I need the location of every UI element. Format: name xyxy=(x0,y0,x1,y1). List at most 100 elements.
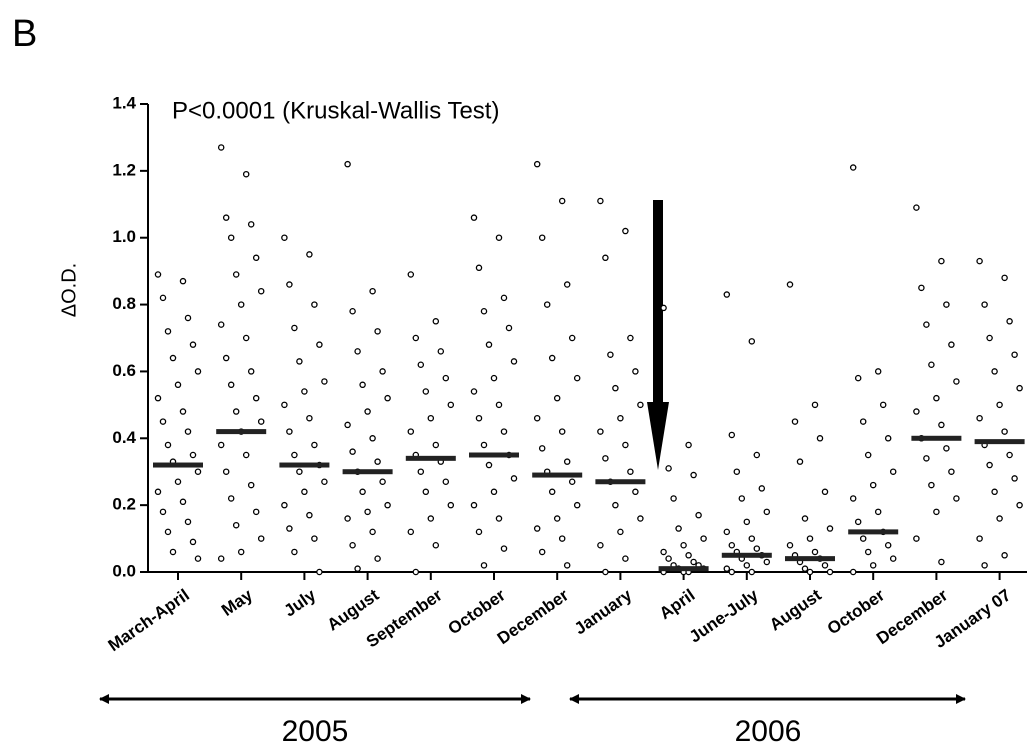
data-point xyxy=(286,525,293,532)
data-point xyxy=(369,528,376,536)
data-point xyxy=(627,334,634,342)
data-point xyxy=(753,545,761,552)
data-point xyxy=(622,555,629,562)
data-point xyxy=(558,428,566,435)
data-point xyxy=(316,568,323,576)
data-point xyxy=(475,264,483,272)
data-point xyxy=(665,555,672,562)
data-point xyxy=(889,468,897,475)
data-point xyxy=(728,542,736,549)
y-tick-label: 0.6 xyxy=(112,361,136,380)
data-point xyxy=(174,478,182,485)
data-point xyxy=(475,414,483,422)
data-point xyxy=(728,568,736,576)
data-point xyxy=(495,515,503,522)
y-tick-label: 1.4 xyxy=(112,93,136,112)
data-point xyxy=(1011,351,1018,358)
data-point xyxy=(733,468,741,475)
data-point xyxy=(869,481,877,489)
data-point xyxy=(806,568,814,576)
data-point xyxy=(538,548,546,556)
data-point xyxy=(748,568,756,576)
data-point xyxy=(442,374,450,382)
data-point xyxy=(359,488,366,496)
panel-label: B xyxy=(12,13,37,55)
data-point xyxy=(976,414,983,422)
data-point xyxy=(612,384,619,392)
median-line xyxy=(405,455,456,461)
data-point xyxy=(194,368,202,375)
median-line xyxy=(469,452,519,458)
data-point xyxy=(505,324,513,332)
data-point xyxy=(680,542,687,549)
y-tick-label: 1.0 xyxy=(112,227,136,246)
data-point xyxy=(660,548,667,556)
data-point xyxy=(748,535,756,542)
data-point xyxy=(622,227,629,235)
data-point xyxy=(986,334,993,342)
data-point xyxy=(364,508,371,516)
data-point xyxy=(816,435,824,442)
data-point xyxy=(617,414,624,422)
data-point xyxy=(665,465,672,472)
data-point xyxy=(286,428,293,435)
data-point xyxy=(597,428,604,435)
data-point xyxy=(432,441,440,449)
data-point xyxy=(379,478,386,485)
data-point xyxy=(384,501,391,509)
data-point xyxy=(632,368,639,375)
x-tick-label: July xyxy=(280,585,319,620)
data-point xyxy=(948,341,955,348)
data-point xyxy=(637,515,644,522)
data-point xyxy=(991,488,998,496)
data-point xyxy=(933,508,940,516)
data-point xyxy=(743,518,751,526)
data-point xyxy=(417,361,425,368)
data-point xyxy=(558,197,566,205)
data-point xyxy=(826,568,834,576)
data-point xyxy=(475,528,483,536)
data-point xyxy=(753,451,761,459)
data-point xyxy=(164,528,172,536)
data-point xyxy=(154,394,162,402)
data-point xyxy=(232,408,240,415)
data-point xyxy=(184,428,192,435)
data-point xyxy=(316,341,323,348)
data-point xyxy=(242,451,250,459)
data-point xyxy=(602,568,609,576)
data-point xyxy=(723,528,731,536)
data-point xyxy=(637,401,644,409)
data-point xyxy=(622,441,629,449)
data-point xyxy=(349,448,356,455)
median-line xyxy=(279,462,330,468)
data-point xyxy=(194,555,202,562)
median-line xyxy=(911,435,962,441)
data-point xyxy=(222,354,230,362)
data-point xyxy=(311,535,318,542)
data-point xyxy=(573,501,581,509)
data-point xyxy=(354,565,361,572)
data-point xyxy=(670,495,677,502)
data-point xyxy=(607,351,614,358)
data-point xyxy=(1001,552,1008,559)
y-axis-label: ΔO.D. xyxy=(58,263,80,317)
y-tick-label: 1.2 xyxy=(112,160,136,179)
data-point xyxy=(257,287,265,295)
year-label: 2005 xyxy=(282,715,349,748)
data-point xyxy=(237,548,245,556)
data-point xyxy=(563,458,571,465)
data-point xyxy=(786,542,794,549)
median-line xyxy=(216,429,267,435)
data-point xyxy=(889,555,897,562)
data-point xyxy=(159,294,167,302)
data-point xyxy=(1006,318,1013,325)
data-point xyxy=(222,214,230,221)
data-point xyxy=(976,535,983,542)
data-point xyxy=(690,558,697,566)
data-point xyxy=(417,468,425,475)
data-point xyxy=(480,308,488,315)
data-point xyxy=(217,321,225,328)
data-point xyxy=(301,388,308,395)
data-point xyxy=(533,414,541,422)
